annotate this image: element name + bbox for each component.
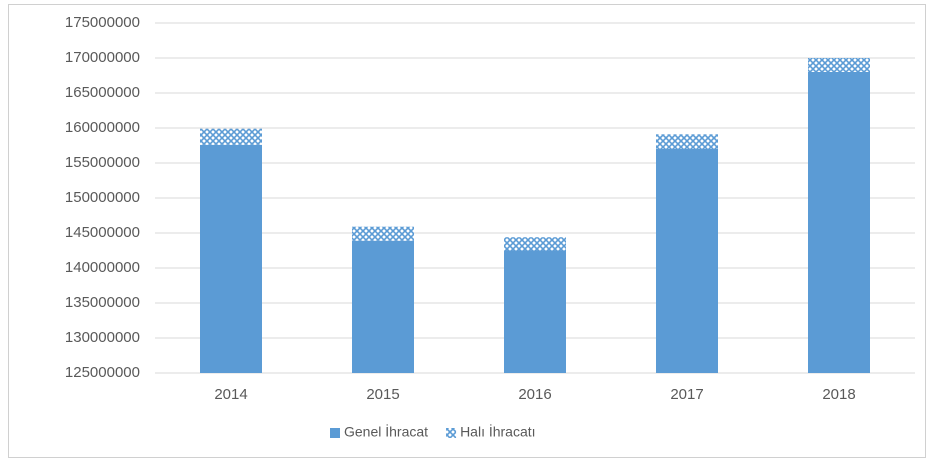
bar-segment	[808, 72, 870, 373]
y-tick-label: 130000000	[65, 329, 140, 346]
y-tick-label: 150000000	[65, 189, 140, 206]
x-tick-label: 2014	[214, 386, 247, 403]
y-tick-label: 175000000	[65, 14, 140, 31]
legend-label: Genel İhracat	[344, 423, 428, 440]
bar-segment	[200, 128, 262, 145]
chart-frame	[8, 4, 926, 458]
y-tick-label: 135000000	[65, 294, 140, 311]
bar-segment	[656, 134, 718, 149]
bar-segment	[352, 226, 414, 241]
x-tick-label: 2016	[518, 386, 551, 403]
legend-swatch	[330, 428, 340, 438]
y-tick-label: 155000000	[65, 154, 140, 171]
x-tick-label: 2018	[822, 386, 855, 403]
bar-segment	[504, 237, 566, 251]
y-tick-label: 125000000	[65, 364, 140, 381]
bar-segment	[200, 144, 262, 373]
x-tick-label: 2017	[670, 386, 703, 403]
y-tick-label: 160000000	[65, 119, 140, 136]
y-tick-label: 165000000	[65, 84, 140, 101]
bar-segment	[656, 149, 718, 373]
legend-label: Halı İhracatı	[460, 423, 535, 440]
bar-segment	[504, 250, 566, 373]
x-tick-label: 2015	[366, 386, 399, 403]
bar-segment	[808, 58, 870, 72]
bar-segment	[352, 240, 414, 373]
y-tick-label: 140000000	[65, 259, 140, 276]
legend-swatch	[446, 428, 457, 438]
y-tick-label: 145000000	[65, 224, 140, 241]
y-tick-label: 170000000	[65, 49, 140, 66]
